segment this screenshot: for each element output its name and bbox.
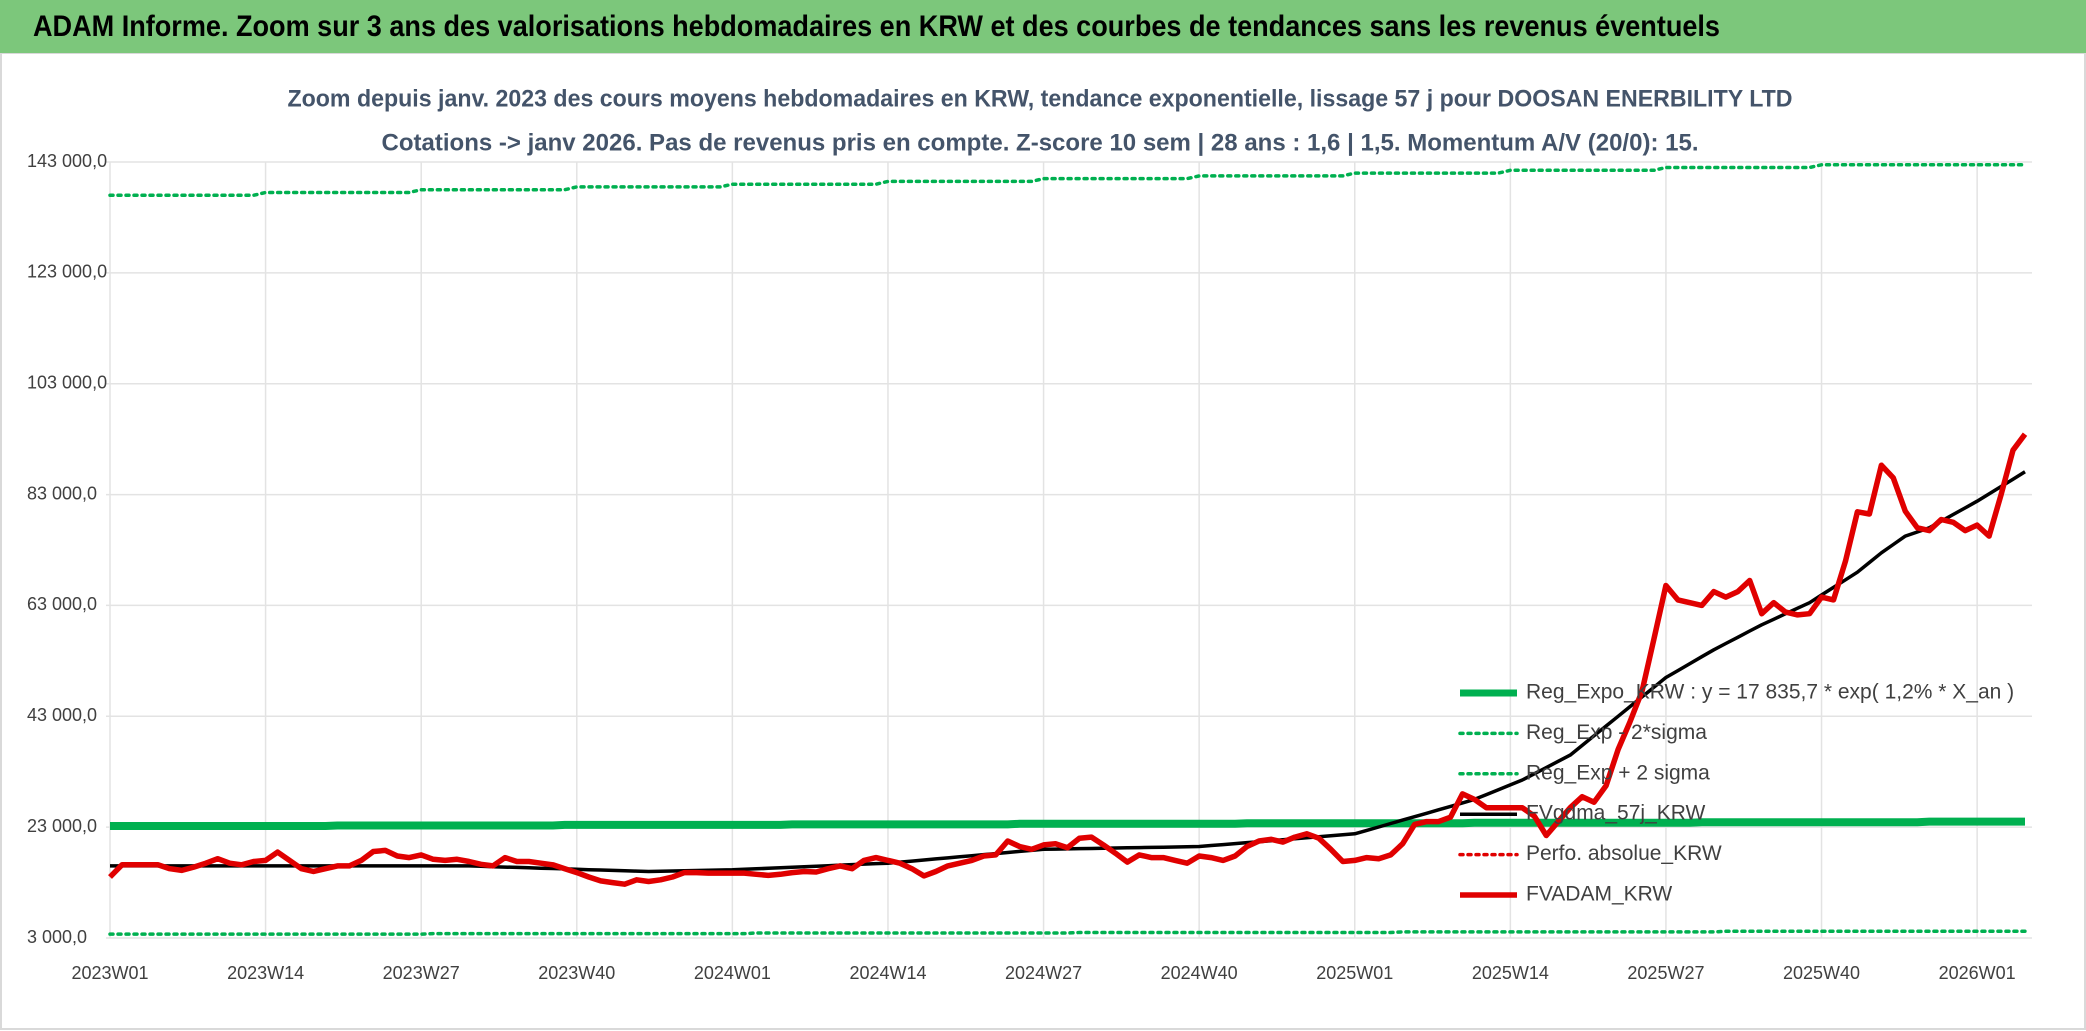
legend-label: Reg_Expo_KRW : y = 17 835,7 * exp( 1,2% …: [1526, 681, 2014, 704]
y-tick-label: 3 000,0: [27, 927, 87, 947]
legend-label: Perfo. absolue_KRW: [1526, 842, 1722, 865]
x-tick-label: 2025W40: [1783, 963, 1860, 983]
x-tick-label: 2025W14: [1472, 963, 1549, 983]
legend-label: FVADAM_KRW: [1526, 883, 1672, 906]
series-line: [108, 163, 2027, 198]
x-tick-label: 2023W14: [227, 963, 304, 983]
y-tick-label: 123 000,0: [27, 262, 107, 282]
x-tick-label: 2025W01: [1316, 963, 1393, 983]
legend-label: Reg_Exp + 2 sigma: [1526, 761, 1710, 784]
y-tick-label: 63 000,0: [27, 594, 97, 614]
series-line: [108, 929, 2027, 936]
chart-subtitle: Zoom depuis janv. 2023 des cours moyens …: [288, 85, 1793, 112]
x-tick-label: 2024W40: [1161, 963, 1238, 983]
chart-title: ADAM Informe. Zoom sur 3 ans des valoris…: [33, 10, 1720, 43]
legend-label: Reg_Exp - 2*sigma: [1526, 721, 1707, 744]
x-tick-label: 2023W27: [383, 963, 460, 983]
x-tick-label: 2024W27: [1005, 963, 1082, 983]
y-tick-label: 143 000,0: [27, 151, 107, 171]
header-bar: [0, 0, 2086, 53]
x-tick-label: 2023W40: [538, 963, 615, 983]
chart-subtitle: Cotations -> janv 2026. Pas de revenus p…: [382, 129, 1699, 156]
y-tick-label: 103 000,0: [27, 372, 107, 392]
x-tick-label: 2024W01: [694, 963, 771, 983]
x-tick-label: 2025W27: [1627, 963, 1704, 983]
y-tick-label: 43 000,0: [27, 705, 97, 725]
x-tick-label: 2026W01: [1939, 963, 2016, 983]
series-line: [108, 432, 2028, 887]
x-tick-label: 2024W14: [849, 963, 926, 983]
legend-label: FVgdma_57j_KRW: [1526, 802, 1706, 825]
series-line: [110, 817, 2025, 830]
y-tick-label: 23 000,0: [27, 816, 97, 836]
x-tick-label: 2023W01: [71, 963, 148, 983]
y-tick-label: 83 000,0: [27, 483, 97, 503]
